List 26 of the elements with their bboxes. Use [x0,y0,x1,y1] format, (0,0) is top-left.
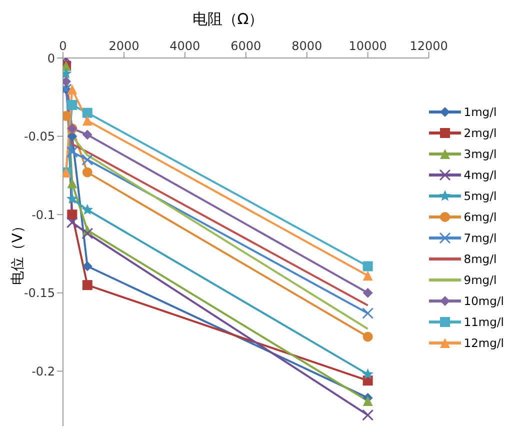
x-tick-label: 10000 [348,39,387,53]
legend-label: 12mg/l [464,334,504,352]
legend-label: 1mg/l [464,104,497,120]
x-axis-title: 电阻（Ω） [191,10,265,29]
legend-label: 6mg/l [464,208,497,226]
x-tick-label: 6000 [230,39,262,53]
legend-label: 3mg/l [464,146,497,162]
legend-label: 2mg/l [464,124,497,142]
legend-label: 9mg/l [464,272,497,288]
x-tick-label: 8000 [292,39,322,53]
y-tick-label: -0.2 [32,364,55,378]
y-tick-label: 0 [47,51,55,66]
legend-label: 11mg/l [464,314,504,330]
x-tick-label: 2000 [108,39,140,53]
y-tick-label: -0.1 [32,208,55,222]
x-tick-label: 12000 [410,39,448,53]
y-tick-label: -0.15 [24,286,55,300]
legend-label: 7mg/l [464,230,497,246]
legend-label: 5mg/l [464,188,497,204]
y-axis-title: 电位（V） [10,219,26,285]
x-tick-label: 4000 [170,39,200,53]
legend-label: 4mg/l [464,166,497,184]
x-tick-label: 0 [59,39,67,53]
y-tick-label: -0.05 [24,130,55,144]
legend-label: 10mg/l [464,292,504,310]
legend-label: 8mg/l [464,250,497,268]
